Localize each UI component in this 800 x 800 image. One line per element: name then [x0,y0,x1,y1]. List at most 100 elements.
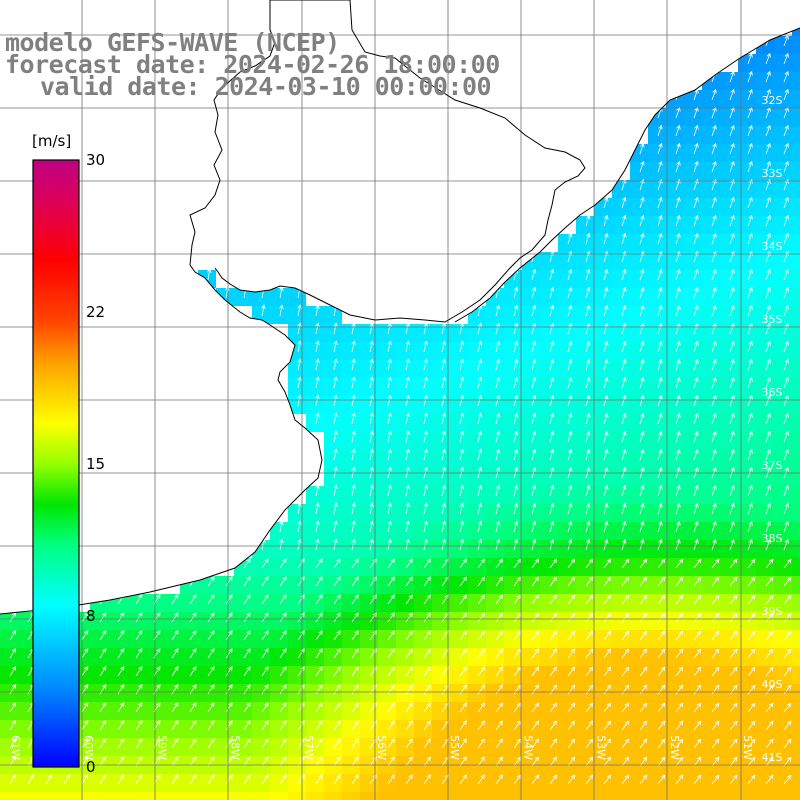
wind-cell [540,594,558,612]
wind-arrow [225,666,233,677]
wind-arrow [603,358,609,371]
lat-label: 40S [762,678,783,691]
wind-arrow [333,394,338,407]
wind-arrow [243,630,251,641]
wind-arrow [711,774,720,785]
wind-arrow [675,448,681,461]
wind-arrow [423,412,428,425]
wind-cell [414,468,432,486]
wind-arrow [657,340,663,353]
wind-arrow [657,412,663,425]
wind-arrow [243,286,248,299]
wind-cell [108,792,126,800]
wind-arrow [675,196,681,209]
wind-cell [144,630,162,648]
wind-cell [720,90,738,108]
wind-cell [558,378,576,396]
wind-arrow [549,720,558,731]
wind-cell [594,288,612,306]
wind-arrow [135,720,143,731]
wind-cell [720,144,738,162]
wind-arrow [387,412,392,425]
wind-arrow [765,160,771,173]
wind-cell [684,774,702,792]
wind-cell [630,342,648,360]
wind-arrow [657,576,666,587]
wind-cell [648,558,666,576]
wind-cell [558,396,576,414]
wind-cell [504,486,522,504]
wind-arrow [747,430,753,443]
wind-arrow [639,702,648,713]
wind-arrow [441,538,447,551]
wind-arrow [405,502,410,515]
wind-arrow [639,448,645,461]
land-mask [0,0,800,614]
wind-arrow [315,304,320,317]
wind-cell [558,486,576,504]
wind-arrow [333,576,341,587]
wind-arrow [351,340,356,353]
wind-arrow [369,430,374,443]
wind-cell [792,792,800,800]
wind-cell [504,558,522,576]
wind-arrow [369,412,374,425]
wind-cell [648,144,666,162]
wind-arrow [621,214,627,227]
wind-cell [612,684,630,702]
wind-cell [684,648,702,666]
wind-cell [522,540,540,558]
wind-arrow [657,304,663,317]
wind-arrow [531,376,537,389]
wind-cell [702,792,720,800]
wind-arrow [711,268,717,281]
wind-arrow [531,720,540,731]
wind-cell [396,432,414,450]
wind-cell [684,198,702,216]
wind-arrow [531,666,540,677]
wind-arrow [585,502,591,515]
wind-arrow [621,738,630,749]
wind-cell [198,630,216,648]
wind-cell [792,666,800,684]
coastline-path [0,0,586,615]
wind-arrow [585,630,594,641]
wind-cell [468,360,486,378]
wind-arrow [117,683,125,695]
wind-arrow [261,702,269,713]
wind-cell [90,648,108,666]
wind-cell [756,198,774,216]
wind-cell [738,360,756,378]
wind-arrow [531,340,537,353]
wind-arrow [351,702,359,713]
wind-cell [648,252,666,270]
wind-arrow [423,738,431,749]
wind-arrow [189,756,197,767]
wind-arrow [603,214,609,227]
wind-arrow [369,322,374,335]
wind-arrow [135,756,143,767]
wind-arrow [549,648,558,659]
wind-cell [702,144,720,162]
wind-arrow [513,630,521,641]
wind-cell [144,684,162,702]
wind-arrow [693,448,699,461]
wind-cell [180,720,198,738]
wind-arrow [567,630,576,641]
wind-arrow [603,448,609,461]
wind-arrow [603,286,609,299]
wind-arrow [747,286,753,299]
wind-arrow [693,576,702,587]
wind-arrow [693,756,702,767]
wind-arrow [315,648,323,659]
wind-cell [684,738,702,756]
lon-label: 52W [668,735,681,760]
wind-arrow [531,484,537,497]
wind-arrow [243,738,251,749]
wind-cell [684,558,702,576]
wind-arrow [261,304,266,317]
wind-arrow [729,502,735,515]
wind-cell [648,234,666,252]
wind-cell [486,342,504,360]
wind-arrow [747,576,756,587]
